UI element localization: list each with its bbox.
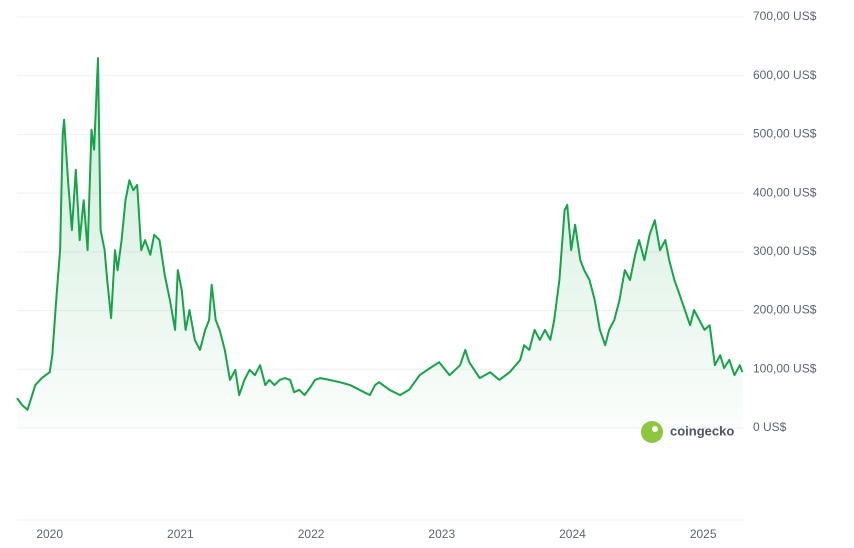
- y-tick-label: 700,00 US$: [753, 9, 817, 23]
- x-tick-label: 2022: [298, 527, 325, 541]
- y-tick-label: 400,00 US$: [753, 185, 817, 199]
- watermark-text: coingecko: [670, 423, 734, 438]
- x-tick-label: 2020: [36, 527, 63, 541]
- price-line: [16, 57, 744, 411]
- y-tick-label: 200,00 US$: [753, 303, 817, 317]
- x-tick-label: 2021: [167, 527, 194, 541]
- x-tick-label: 2023: [428, 527, 455, 541]
- y-tick-label: 300,00 US$: [753, 244, 817, 258]
- y-tick-label: 0 US$: [753, 420, 787, 434]
- logo-icon: [641, 421, 663, 443]
- y-tick-label: 100,00 US$: [753, 361, 817, 375]
- area: [17, 58, 743, 428]
- y-tick-label: 500,00 US$: [753, 127, 817, 141]
- watermark: coingecko: [641, 421, 734, 443]
- y-tick-label: 600,00 US$: [753, 68, 817, 82]
- x-tick-label: 2024: [559, 527, 586, 541]
- logo-eye: [652, 426, 658, 432]
- x-tick-label: 2025: [690, 527, 717, 541]
